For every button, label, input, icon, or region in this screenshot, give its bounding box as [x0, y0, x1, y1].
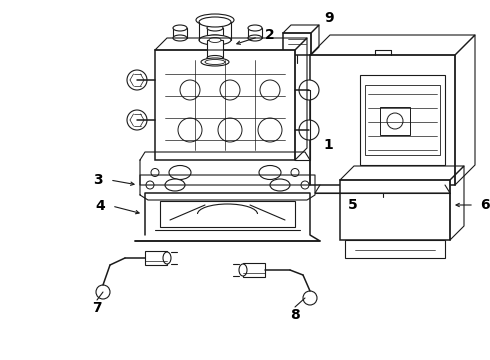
Ellipse shape: [201, 58, 229, 66]
Ellipse shape: [209, 37, 221, 42]
Circle shape: [291, 168, 299, 176]
Ellipse shape: [199, 17, 231, 27]
Circle shape: [151, 168, 159, 176]
Ellipse shape: [165, 179, 185, 191]
Circle shape: [127, 70, 147, 90]
Text: 8: 8: [290, 308, 300, 322]
Ellipse shape: [163, 252, 171, 264]
Bar: [145, 251, 167, 265]
Bar: [160, 201, 295, 227]
Bar: [243, 263, 265, 277]
Circle shape: [299, 80, 319, 100]
Circle shape: [180, 80, 200, 100]
Text: 7: 7: [92, 301, 102, 315]
Bar: [248, 28, 262, 38]
Text: 1: 1: [323, 138, 333, 152]
Bar: [173, 28, 187, 38]
Text: 9: 9: [324, 11, 334, 25]
Bar: [380, 107, 410, 135]
Circle shape: [146, 181, 154, 189]
Circle shape: [178, 118, 202, 142]
Ellipse shape: [173, 35, 187, 41]
Ellipse shape: [259, 166, 281, 180]
Ellipse shape: [239, 264, 247, 276]
Circle shape: [301, 181, 309, 189]
Bar: [340, 180, 450, 240]
Circle shape: [387, 113, 403, 129]
Text: 4: 4: [95, 199, 105, 213]
Ellipse shape: [196, 14, 234, 26]
Ellipse shape: [199, 35, 231, 45]
Ellipse shape: [205, 59, 225, 64]
Circle shape: [299, 120, 319, 140]
Ellipse shape: [207, 35, 223, 41]
Circle shape: [218, 118, 242, 142]
Circle shape: [258, 118, 282, 142]
Ellipse shape: [207, 25, 223, 31]
Circle shape: [260, 80, 280, 100]
Bar: [155, 50, 295, 160]
Bar: [360, 75, 445, 165]
Circle shape: [220, 80, 240, 100]
Text: 6: 6: [480, 198, 490, 212]
Bar: [345, 240, 445, 258]
Bar: [310, 55, 455, 185]
Ellipse shape: [173, 25, 187, 31]
Ellipse shape: [248, 35, 262, 41]
Ellipse shape: [169, 166, 191, 180]
Circle shape: [127, 110, 147, 130]
Text: 2: 2: [265, 28, 275, 42]
Bar: [283, 33, 311, 55]
Text: 3: 3: [93, 173, 103, 187]
Text: 5: 5: [347, 198, 357, 212]
Circle shape: [303, 291, 317, 305]
Ellipse shape: [270, 179, 290, 191]
Ellipse shape: [207, 55, 223, 60]
Ellipse shape: [248, 25, 262, 31]
Bar: [365, 85, 440, 155]
Bar: [207, 28, 223, 38]
Bar: [207, 40, 223, 58]
Circle shape: [96, 285, 110, 299]
